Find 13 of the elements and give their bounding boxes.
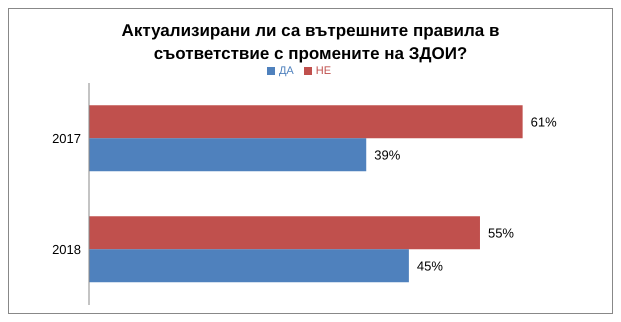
y-tick-label: 2018 xyxy=(52,242,81,258)
bar xyxy=(89,249,409,282)
legend-label: ДА xyxy=(278,65,294,77)
bar xyxy=(89,138,366,172)
data-label: 61% xyxy=(530,114,558,130)
data-label: 39% xyxy=(374,148,401,163)
y-tick-label: 2017 xyxy=(52,131,81,146)
data-label: 55% xyxy=(488,226,514,241)
legend-label: НЕ xyxy=(316,65,332,77)
bar xyxy=(89,105,523,138)
bar xyxy=(89,216,480,250)
data-label: 45% xyxy=(416,258,444,274)
chart-title: Актуализирани ли са вътрешните правила в съответствие с промените на ЗДОИ? xyxy=(120,20,500,65)
